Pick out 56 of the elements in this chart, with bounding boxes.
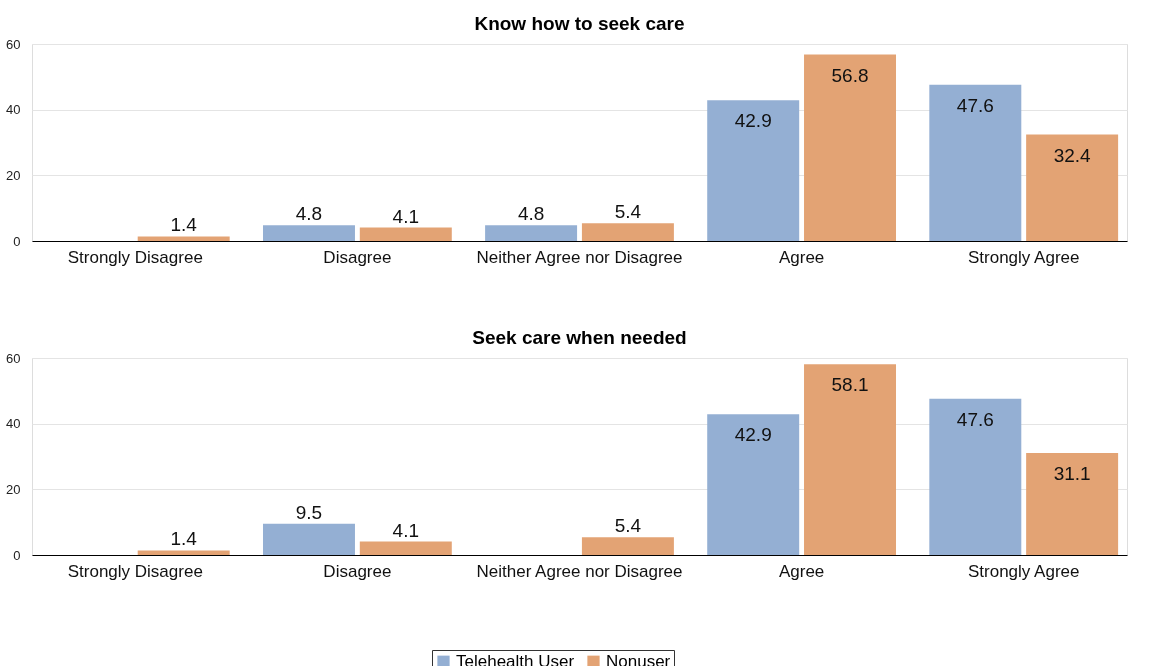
bar (929, 84, 1022, 241)
data-label: 4.8 (517, 203, 545, 225)
x-tick-label: Strongly Disagree (67, 247, 203, 267)
data-label: 42.9 (734, 110, 772, 132)
data-label: 4.1 (392, 205, 420, 227)
chart-title: Know how to seek care (474, 13, 685, 34)
y-tick-label: 40 (6, 102, 21, 118)
data-label: 32.4 (1053, 144, 1092, 166)
x-tick-label: Agree (778, 247, 825, 267)
data-label: 31.1 (1053, 462, 1091, 484)
legend-label: Telehealth User (456, 651, 575, 666)
bar (804, 54, 897, 241)
x-tick-label: Disagree (323, 561, 392, 581)
data-label: 5.4 (614, 515, 642, 537)
data-label: 4.1 (392, 519, 420, 541)
y-tick-label: 60 (6, 350, 21, 366)
bar (359, 227, 452, 241)
bar (1026, 134, 1119, 241)
bar (707, 414, 800, 555)
x-tick-label: Strongly Disagree (67, 561, 203, 581)
bar (485, 225, 578, 241)
bar (707, 100, 800, 241)
x-tick-label: Agree (778, 561, 825, 581)
data-label: 1.4 (170, 214, 198, 236)
y-tick-label: 0 (13, 547, 21, 563)
data-label: 42.9 (734, 424, 772, 446)
data-label: 47.6 (956, 408, 994, 430)
x-tick-label: Strongly Agree (967, 247, 1080, 267)
y-tick-label: 0 (13, 233, 21, 249)
bar (359, 541, 452, 555)
bar (929, 398, 1022, 555)
y-tick-label: 40 (6, 416, 21, 432)
bar (804, 364, 897, 555)
bar (1026, 452, 1119, 555)
bar (581, 223, 674, 241)
data-label: 56.8 (831, 64, 869, 86)
data-label: 4.8 (295, 203, 323, 225)
x-tick-label: Neither Agree nor Disagree (476, 247, 683, 267)
bar (262, 523, 355, 555)
bar (262, 225, 355, 241)
x-tick-label: Strongly Agree (967, 561, 1080, 581)
x-tick-label: Disagree (323, 247, 392, 267)
data-label: 58.1 (831, 374, 869, 396)
bar (137, 236, 230, 241)
x-tick-label: Neither Agree nor Disagree (476, 561, 683, 581)
data-label: 47.6 (956, 94, 994, 116)
y-tick-label: 60 (6, 36, 21, 52)
data-label: 5.4 (614, 201, 642, 223)
bar (581, 537, 674, 555)
data-label: 9.5 (295, 501, 323, 523)
legend-label: Nonuser (606, 651, 671, 666)
y-tick-label: 20 (6, 167, 21, 183)
bar (137, 550, 230, 555)
data-label: 1.4 (170, 528, 198, 550)
chart-title: Seek care when needed (472, 327, 687, 348)
y-tick-label: 20 (6, 481, 21, 497)
